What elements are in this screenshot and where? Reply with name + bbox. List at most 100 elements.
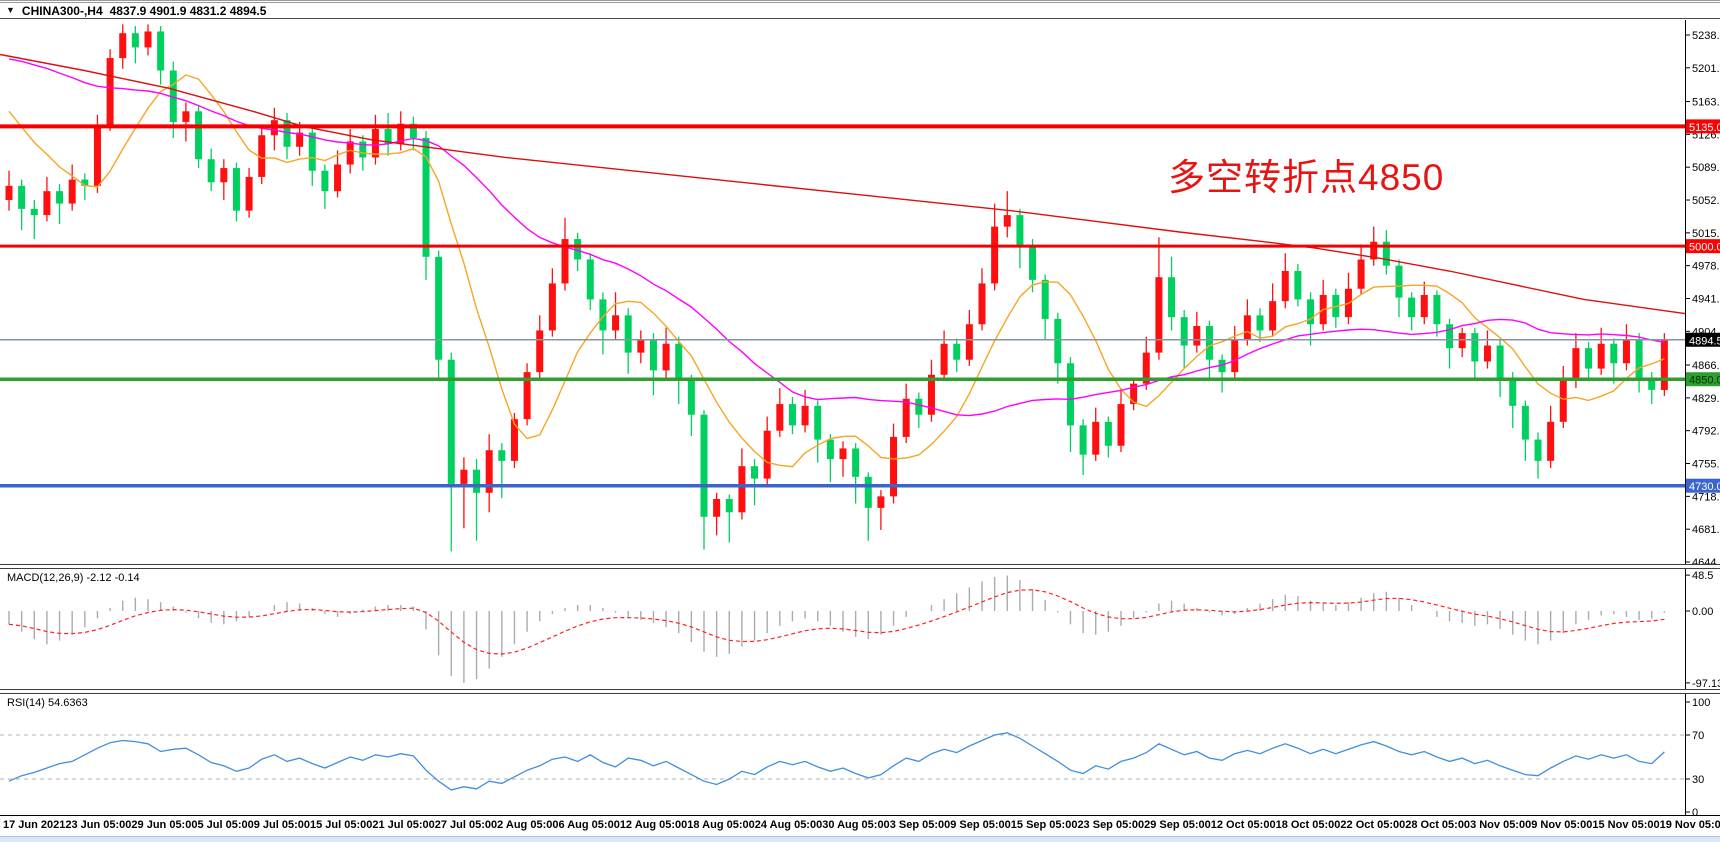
window-bottom-strip (0, 836, 1720, 842)
time-axis-label: 9 Sep 05:00 (950, 819, 1011, 831)
rsi-tick-label: 30 (1692, 774, 1704, 786)
candle (473, 469, 481, 493)
candle (346, 141, 354, 165)
candle (1420, 294, 1428, 318)
macd-tick-label: 48.5 (1692, 570, 1713, 582)
candle (1622, 339, 1630, 364)
candle (839, 448, 847, 460)
candle (1016, 215, 1024, 247)
candle (586, 259, 594, 300)
time-axis-label: 28 Oct 05:00 (1405, 819, 1471, 831)
candle (485, 450, 493, 493)
panel-separator[interactable] (0, 564, 1720, 569)
candle (725, 499, 733, 513)
candle (700, 414, 708, 517)
candle (308, 132, 316, 171)
candle (915, 398, 923, 415)
candle (814, 405, 822, 440)
macd-tick-label: -97.13 (1692, 678, 1720, 689)
candle (1483, 345, 1491, 362)
candle (624, 315, 632, 353)
candle (195, 111, 203, 160)
time-axis-label: 12 Oct 05:00 (1210, 819, 1276, 831)
candle (574, 239, 582, 260)
candle (397, 123, 405, 145)
price-tick-label: 4792.0 (1692, 426, 1720, 438)
candle (232, 168, 240, 211)
time-axis-label: 9 Nov 05:00 (1531, 819, 1593, 831)
candle (1243, 315, 1251, 340)
time-axis[interactable]: 17 Jun 2021 23 Jun 05:00 29 Jun 05:00 5 Jul… (0, 819, 1720, 831)
candle (536, 330, 544, 373)
candle (763, 430, 771, 479)
candle (93, 126, 101, 186)
candle (1218, 359, 1226, 373)
candle (877, 496, 885, 508)
price-tick-label: 5163.0 (1692, 97, 1720, 109)
price-tick-label: 5052.0 (1692, 195, 1720, 207)
candle (296, 132, 304, 147)
price-tick-label: 5089.0 (1692, 162, 1720, 174)
time-axis-label: 24 Aug 05:00 (754, 819, 823, 831)
time-axis-label: 15 Jul 05:00 (310, 819, 373, 831)
price-level-badge-text: 5000.0 (1689, 242, 1720, 254)
price-tick-label: 5201.0 (1692, 63, 1720, 75)
price-level-badge (1686, 119, 1720, 134)
symbol-timeframe-label[interactable]: CHINA300-,H4 (21, 3, 103, 18)
candle (43, 191, 51, 216)
candle (1547, 421, 1555, 461)
candle (675, 343, 683, 382)
time-axis-label: 15 Nov 05:00 (1592, 819, 1660, 831)
candle (826, 439, 834, 460)
candle (788, 404, 796, 426)
candle (776, 404, 784, 431)
candle (510, 419, 518, 461)
candle (1281, 270, 1289, 302)
panel-separator[interactable] (0, 689, 1720, 694)
macd-signal-line (8, 589, 1665, 655)
candle (1446, 324, 1454, 349)
price-chart-panel[interactable]: 5238.05201.05163.05126.05089.05052.05015… (0, 20, 1720, 564)
candle (548, 283, 556, 331)
candle (927, 374, 935, 415)
candle (1559, 381, 1567, 422)
price-level-badge-text: 4730.0 (1689, 481, 1720, 493)
candle (1155, 277, 1163, 353)
candle (1585, 348, 1593, 369)
macd-label: MACD(12,26,9) -2.12 -0.14 (7, 572, 140, 584)
candle (1307, 299, 1315, 325)
candle (1066, 363, 1074, 426)
candle (1648, 377, 1656, 390)
price-tick-label: 4681.0 (1692, 524, 1720, 536)
chart-title-bar: ▼ CHINA300-,H4 4837.9 4901.9 4831.2 4894… (0, 0, 1720, 19)
price-level-badge (1686, 332, 1720, 347)
rsi-tick-label: 70 (1692, 730, 1704, 742)
rsi-tick-label: 100 (1692, 697, 1710, 709)
candle (1635, 339, 1643, 378)
candle (1471, 333, 1479, 362)
ohlc-values: 4837.9 4901.9 4831.2 4894.5 (109, 3, 267, 18)
price-level-badge (1686, 372, 1720, 387)
time-axis-label: 21 Jul 05:00 (372, 819, 435, 831)
time-axis-label: 29 Jun 05:00 (131, 819, 198, 831)
time-axis-label: 15 Sep 05:00 (1010, 819, 1078, 831)
symbol-dropdown-icon[interactable]: ▼ (6, 5, 15, 15)
candle (1117, 404, 1125, 446)
price-tick-label: 4866.0 (1692, 360, 1720, 372)
macd-indicator-panel[interactable]: 48.5 0.00 -97.13 (0, 569, 1720, 689)
time-axis-label: 23 Sep 05:00 (1077, 819, 1145, 831)
candle (599, 299, 607, 331)
time-axis-label: 17 Jun 2021 (3, 819, 66, 831)
rsi-label: RSI(14) 54.6363 (7, 697, 88, 709)
candle (157, 31, 165, 71)
rsi-indicator-panel[interactable]: 100 70 30 0 (0, 694, 1720, 816)
candle (1572, 348, 1580, 382)
candle (1357, 259, 1365, 289)
candle (1168, 277, 1176, 318)
candle (890, 436, 898, 497)
candle (334, 164, 342, 192)
candle (1029, 246, 1037, 280)
candle (801, 405, 809, 426)
chart-annotation-text[interactable]: 多空转折点4850 (1168, 157, 1445, 198)
price-level-badge-text: 4894.5 (1689, 335, 1720, 347)
